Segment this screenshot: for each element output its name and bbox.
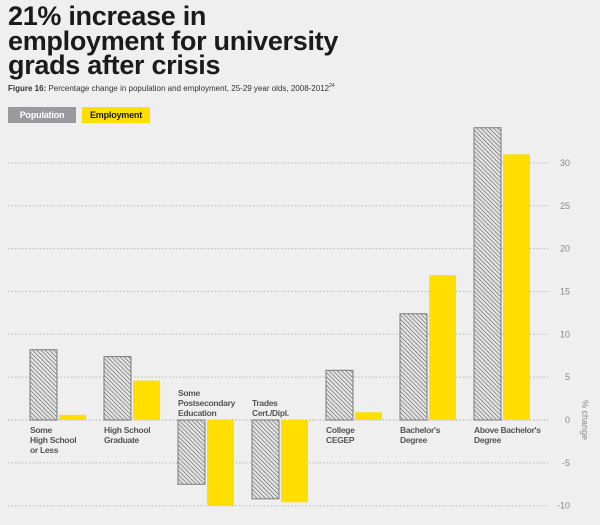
category-label: Above Bachelor's Degree — [474, 425, 541, 445]
category-label: Bachelor's Degree — [400, 425, 441, 445]
y-tick-label: 10 — [560, 329, 570, 339]
legend-population: Population — [8, 107, 76, 123]
chart-title: 21% increase in employment for universit… — [8, 1, 428, 80]
y-tick-label: 20 — [560, 244, 570, 254]
bar-employment — [281, 420, 308, 503]
category-label: Some High School or Less — [30, 425, 76, 455]
bar-employment — [59, 414, 86, 420]
bar-population — [251, 419, 280, 500]
bar-population — [103, 356, 132, 421]
y-axis-label: % change — [580, 400, 590, 440]
bar-employment — [133, 380, 160, 420]
bar-employment — [355, 412, 382, 420]
category-label: Trades Cert./Dipl. — [252, 398, 289, 418]
bars — [29, 127, 530, 506]
bar-population — [325, 369, 354, 421]
bar-employment — [503, 154, 530, 420]
bar-employment — [207, 420, 234, 506]
legend-employment: Employment — [82, 107, 150, 123]
bar-population — [29, 349, 58, 421]
y-tick-label: 15 — [560, 286, 570, 296]
footnote-ref: 24 — [329, 83, 335, 89]
y-tick-label: 25 — [560, 201, 570, 211]
bar-population — [399, 313, 428, 421]
category-label: Some Postsecondary Education — [178, 388, 236, 418]
category-labels: Some High School or Less High School Graduat… — [30, 388, 542, 455]
figure-caption-text: Percentage change in population and empl… — [46, 84, 330, 93]
y-tick-label: -10 — [557, 501, 570, 511]
y-tick-label: 30 — [560, 158, 570, 168]
y-tick-label: 5 — [565, 372, 570, 382]
figure-label: Figure 16: — [8, 84, 47, 93]
bar-population — [177, 419, 206, 485]
legend: Population Employment — [8, 107, 150, 123]
bar-population — [473, 127, 502, 421]
y-tick-label: -5 — [562, 458, 570, 468]
category-label: High School Graduate — [104, 425, 150, 445]
y-tick-label: 0 — [565, 415, 570, 425]
category-label: College CEGEP — [326, 425, 355, 445]
title-line: 21% increase in — [8, 1, 207, 31]
figure-caption: Figure 16: Percentage change in populati… — [8, 83, 335, 93]
y-axis: -10 -5 0 5 10 15 20 25 30 — [557, 158, 570, 511]
bar-employment — [429, 275, 456, 420]
title-line: employment for university — [8, 25, 339, 56]
title-line: grads after crisis — [8, 50, 221, 80]
